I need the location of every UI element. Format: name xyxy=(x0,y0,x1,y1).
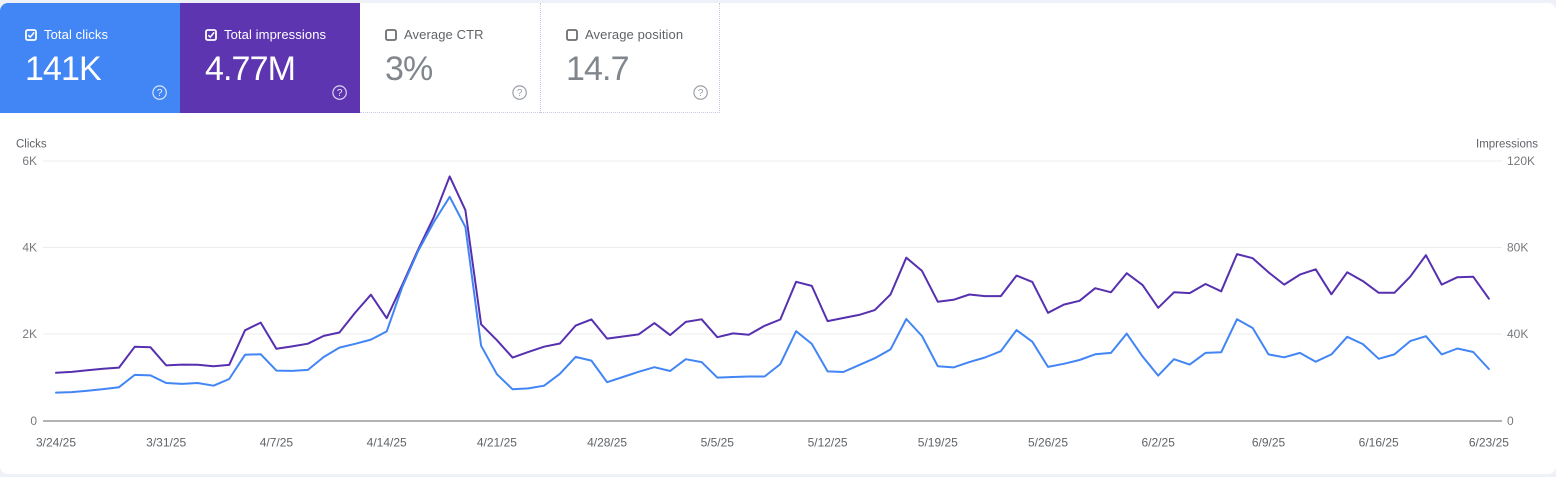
svg-text:5/26/25: 5/26/25 xyxy=(1028,436,1068,450)
svg-text:5/12/25: 5/12/25 xyxy=(808,436,848,450)
svg-text:4/21/25: 4/21/25 xyxy=(477,436,517,450)
svg-text:2K: 2K xyxy=(22,327,37,341)
svg-text:0: 0 xyxy=(1507,414,1514,428)
svg-text:6/9/25: 6/9/25 xyxy=(1252,436,1286,450)
svg-text:Impressions: Impressions xyxy=(1476,139,1538,151)
svg-text:6/16/25: 6/16/25 xyxy=(1359,436,1399,450)
svg-text:3/31/25: 3/31/25 xyxy=(146,436,186,450)
svg-text:0: 0 xyxy=(30,414,37,428)
svg-text:Clicks: Clicks xyxy=(16,139,47,151)
svg-text:4/28/25: 4/28/25 xyxy=(587,436,627,450)
svg-text:6/23/25: 6/23/25 xyxy=(1469,436,1509,450)
svg-text:?: ? xyxy=(156,88,162,99)
svg-text:120K: 120K xyxy=(1507,154,1535,168)
svg-text:5/5/25: 5/5/25 xyxy=(701,436,735,450)
svg-text:?: ? xyxy=(336,88,342,99)
svg-text:4K: 4K xyxy=(22,240,37,254)
svg-text:5/19/25: 5/19/25 xyxy=(918,436,958,450)
svg-text:3/24/25: 3/24/25 xyxy=(36,436,76,450)
svg-text:?: ? xyxy=(516,88,522,99)
svg-text:40K: 40K xyxy=(1507,327,1528,341)
svg-text:6K: 6K xyxy=(22,154,37,168)
svg-text:80K: 80K xyxy=(1507,240,1528,254)
svg-text:6/2/25: 6/2/25 xyxy=(1142,436,1176,450)
svg-text:?: ? xyxy=(697,88,703,99)
svg-text:4/7/25: 4/7/25 xyxy=(260,436,294,450)
svg-text:4/14/25: 4/14/25 xyxy=(367,436,407,450)
